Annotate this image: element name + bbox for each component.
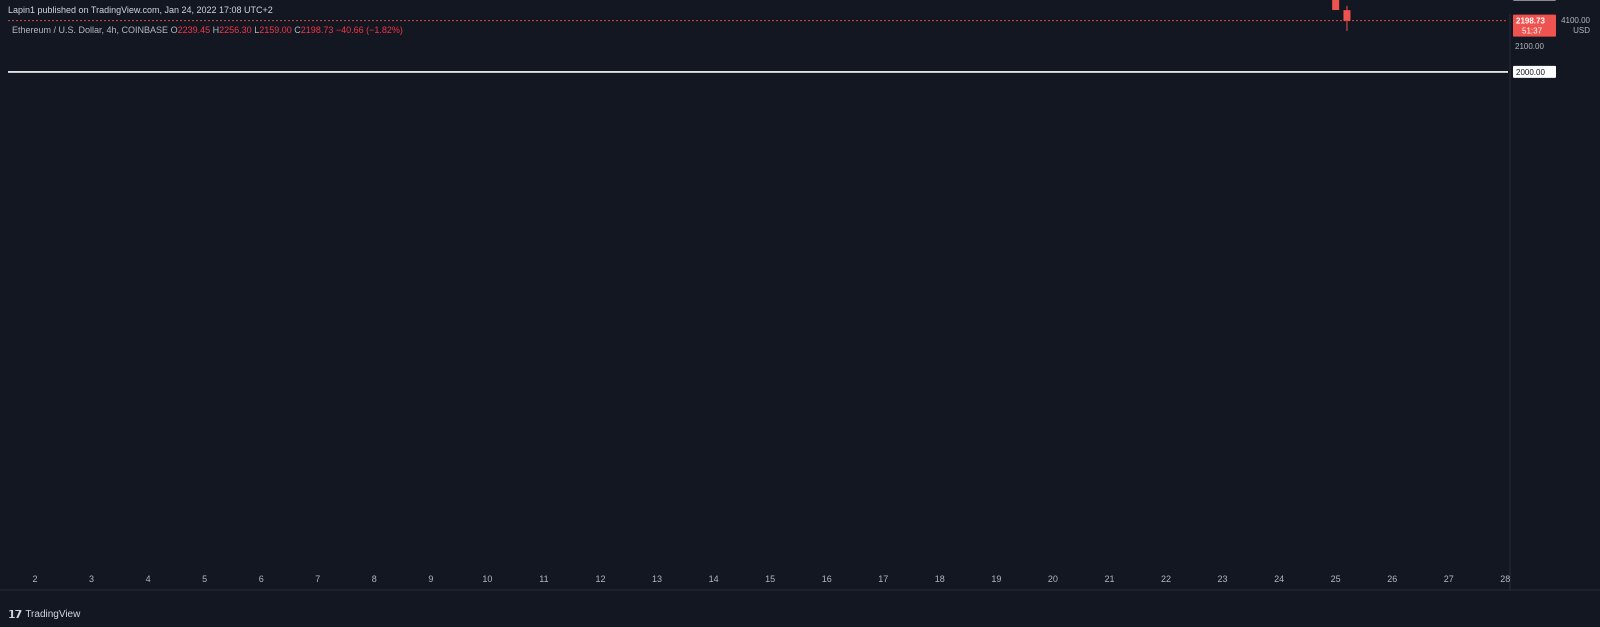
x-tick-label: 9 (428, 574, 433, 584)
x-tick-label: 24 (1274, 574, 1284, 584)
tradingview-logo: 𝟭𝟳 TradingView (8, 608, 80, 621)
level-price-badge (1513, 0, 1556, 1)
high-value: 2256.30 (219, 25, 252, 35)
current-price-value: 2198.73 (1516, 17, 1545, 26)
x-tick-label: 8 (372, 574, 377, 584)
x-tick-label: 22 (1161, 574, 1171, 584)
tradingview-mark-icon: 𝟭𝟳 (8, 609, 22, 621)
open-value: 2239.45 (177, 25, 211, 35)
bar-countdown: 51:37 (1522, 27, 1543, 36)
x-tick-label: 3 (89, 574, 94, 584)
x-tick-label: 18 (935, 574, 945, 584)
x-tick-label: 14 (709, 574, 719, 584)
x-tick-label: 28 (1500, 574, 1510, 584)
price-axis-header: 4100.00 USD (1561, 16, 1590, 36)
level-price-label: 2000.00 (1516, 68, 1545, 77)
x-tick-label: 4 (146, 574, 151, 584)
x-tick-label: 25 (1331, 574, 1341, 584)
close-value: 2198.73 (300, 25, 334, 35)
x-tick-label: 5 (202, 574, 207, 584)
x-tick-label: 13 (652, 574, 662, 584)
x-tick-label: 19 (991, 574, 1001, 584)
x-tick-label: 26 (1387, 574, 1397, 584)
x-tick-label: 12 (595, 574, 605, 584)
published-by-text: Lapin1 published on TradingView.com, Jan… (8, 5, 273, 15)
tradingview-brand-text: TradingView (25, 609, 81, 620)
x-tick-label: 2 (32, 574, 37, 584)
x-tick-label: 10 (482, 574, 492, 584)
close-label: C (294, 25, 301, 35)
x-tick-label: 6 (259, 574, 264, 584)
symbol-legend: Ethereum / U.S. Dollar, 4h, COINBASE O22… (12, 25, 403, 35)
x-tick-label: 21 (1104, 574, 1114, 584)
change-value: −40.66 (−1.82%) (335, 25, 403, 35)
currency-label: USD (1573, 26, 1590, 35)
current-price-badge (1513, 14, 1556, 37)
x-tick-label: 20 (1048, 574, 1058, 584)
x-tick-label: 11 (539, 574, 548, 584)
symbol-description[interactable]: Ethereum / U.S. Dollar, 4h, COINBASE (12, 25, 169, 35)
x-tick-label: 7 (315, 574, 320, 584)
open-label: O (170, 25, 178, 35)
low-label: L (254, 25, 260, 35)
axis-top-label: 4100.00 (1561, 16, 1590, 25)
x-tick-label: 17 (878, 574, 888, 584)
candle-body (1343, 10, 1351, 21)
x-tick-label: 16 (822, 574, 832, 584)
x-tick-label: 15 (765, 574, 775, 584)
x-tick-label: 27 (1444, 574, 1454, 584)
x-tick-label: 23 (1218, 574, 1228, 584)
candle-body (1332, 0, 1340, 11)
y-tick-label: 2100.00 (1515, 42, 1544, 51)
level-price-badge (1513, 65, 1556, 78)
high-label: H (212, 25, 220, 35)
low-value: 2159.00 (259, 25, 292, 35)
